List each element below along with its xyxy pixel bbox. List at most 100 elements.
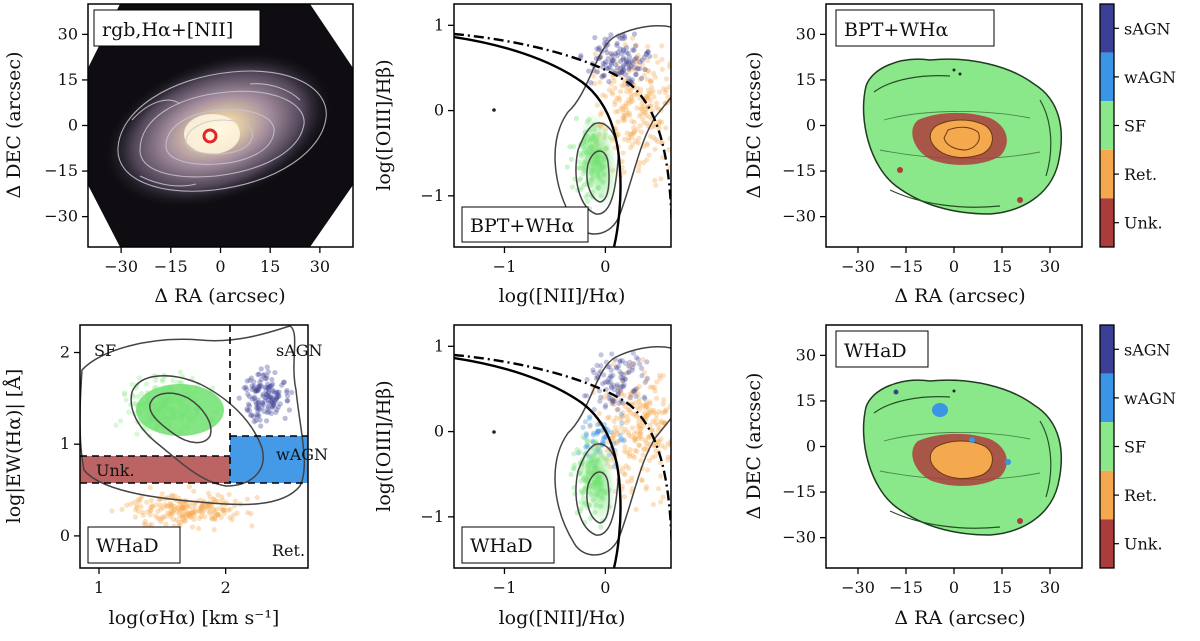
bpt2-scatter-point — [625, 369, 631, 376]
whad-scatter-point — [147, 507, 154, 513]
bpt2-scatter-point — [606, 414, 612, 420]
whad-scatter-point — [191, 488, 197, 494]
whad-scatter-point — [216, 511, 222, 518]
bpt2-scatter-point — [568, 471, 574, 478]
whad-scatter-point — [121, 392, 128, 398]
whad-scatter-point — [186, 512, 193, 518]
bpt2-scatter-point — [626, 369, 632, 375]
bpt1-scatter-point — [627, 87, 633, 94]
whad-scatter-point — [168, 508, 174, 514]
bpt2-scatter-point — [647, 400, 653, 407]
bpt2-scatter-point — [582, 419, 589, 425]
bpt2-scatter-point — [634, 448, 640, 454]
bpt1-scatter-point — [647, 133, 653, 139]
bpt1-scatter-point — [659, 56, 665, 63]
bpt1-ytick-label: 1 — [434, 15, 444, 34]
whad-scatter-point — [171, 503, 178, 509]
whad-scatter-point — [272, 390, 278, 396]
whad-contours — [80, 325, 306, 506]
bpt2-scatter-point — [581, 501, 587, 508]
whad-scatter-point — [256, 371, 262, 377]
bpt1-scatter-point — [644, 94, 650, 100]
colorbar-top-frame — [1099, 3, 1115, 248]
whad-scatter-point — [193, 509, 199, 515]
rgb-xtick-label: 30 — [310, 257, 330, 276]
bpt2-scatter-point — [642, 395, 648, 402]
bpt1-scatter-point — [599, 73, 605, 79]
whad-scatter-point — [266, 386, 272, 392]
bpt1-scatter-point — [621, 77, 628, 83]
bpt2-scatter-point — [660, 494, 666, 500]
bpt2-scatter-point — [603, 402, 609, 408]
whad-scatter-point — [270, 402, 277, 409]
bpt2-scatter-point — [662, 444, 668, 451]
bpt1-scatter-point — [595, 69, 601, 75]
whad-scatter-point — [246, 403, 253, 409]
bpt1-scatter-point — [612, 101, 618, 108]
whad-scatter-point — [181, 518, 187, 524]
map2-xticks: −30 −15 0 15 30 — [841, 568, 1060, 597]
bpt2-scatter-point — [612, 428, 618, 435]
bpt2-scatter-point — [633, 354, 640, 361]
bpt2-contours — [554, 346, 671, 556]
bpt1-scatter-point — [657, 118, 663, 124]
whad-scatter-point — [268, 410, 274, 416]
whad-scatter-point — [218, 514, 224, 521]
bpt2-scatter-point — [586, 415, 593, 422]
whad-scatter-point — [260, 372, 266, 379]
bpt2-scatter-point — [596, 388, 602, 394]
bpt1-scatter-point — [633, 71, 639, 77]
whad-scatter-point — [208, 503, 214, 509]
bpt2-scatter-point — [601, 394, 607, 401]
whad-region-ret: Ret. — [272, 541, 305, 560]
bpt1-scatter-point — [638, 86, 644, 93]
whad-scatter-point — [264, 373, 270, 379]
bpt1-scatter-point — [617, 69, 624, 75]
whad-scatter-point — [263, 387, 269, 394]
whad-scatter-point — [157, 502, 163, 508]
whad-scatter-point — [251, 414, 257, 420]
whad-scatter-point — [253, 405, 259, 411]
whad-scatter-point — [281, 379, 287, 385]
colorbar-top: sAGN wAGN SF Ret. Unk. — [1099, 3, 1176, 248]
bpt1-scatter-point — [632, 92, 638, 98]
bpt2-scatter-point — [647, 422, 653, 428]
bpt1-scatter-point — [655, 59, 661, 65]
whad-scatter-point — [269, 403, 275, 409]
bpt2-scatter-point — [596, 410, 603, 417]
bpt1-scatter-point — [628, 131, 634, 137]
bpt1-scatter-point — [621, 113, 627, 119]
bpt2-scatter-point — [615, 391, 622, 397]
bpt1-kauffmann-curve — [454, 35, 622, 247]
whad-scatter-point — [168, 503, 174, 510]
bpt1-scatter-point — [612, 99, 618, 105]
bpt1-scatter-point — [626, 65, 632, 71]
whad-scatter-point — [257, 379, 263, 385]
bpt1-scatter-point — [620, 57, 626, 63]
bpt1-scatter-point — [626, 66, 632, 72]
bpt2-scatter-point — [620, 413, 627, 419]
colorbar-top-segment — [1100, 198, 1114, 247]
bpt1-scatter-point — [621, 67, 627, 73]
bpt2-scatter-point — [663, 407, 669, 413]
bpt2-scatter-point — [614, 428, 620, 434]
bpt1-scatter-point — [625, 97, 631, 103]
whad-scatter-point — [244, 378, 250, 384]
whad-scatter-point — [181, 505, 187, 511]
whad-scatter-point — [209, 516, 215, 522]
bpt2-scatter-point — [604, 392, 610, 398]
bpt2-ytick-label: 0 — [434, 422, 444, 441]
whad-panel-label: WHaD — [96, 535, 159, 557]
bpt1-scatter-point — [611, 78, 617, 84]
bpt1-scatter-point — [682, 108, 687, 113]
whad-scatter-point — [179, 512, 186, 519]
bpt2-xtick-label: −1 — [493, 578, 517, 597]
bpt1-scatter-point — [620, 118, 626, 124]
bpt2-scatter-point — [610, 438, 617, 444]
whad-scatter-point — [168, 511, 175, 517]
bpt2-scatter-point — [627, 391, 633, 397]
bpt1-scatter-point — [621, 81, 627, 88]
bpt1-scatter-point — [652, 53, 658, 59]
bpt2-scatter-point — [619, 377, 625, 383]
bpt1-scatter-point — [672, 52, 677, 57]
